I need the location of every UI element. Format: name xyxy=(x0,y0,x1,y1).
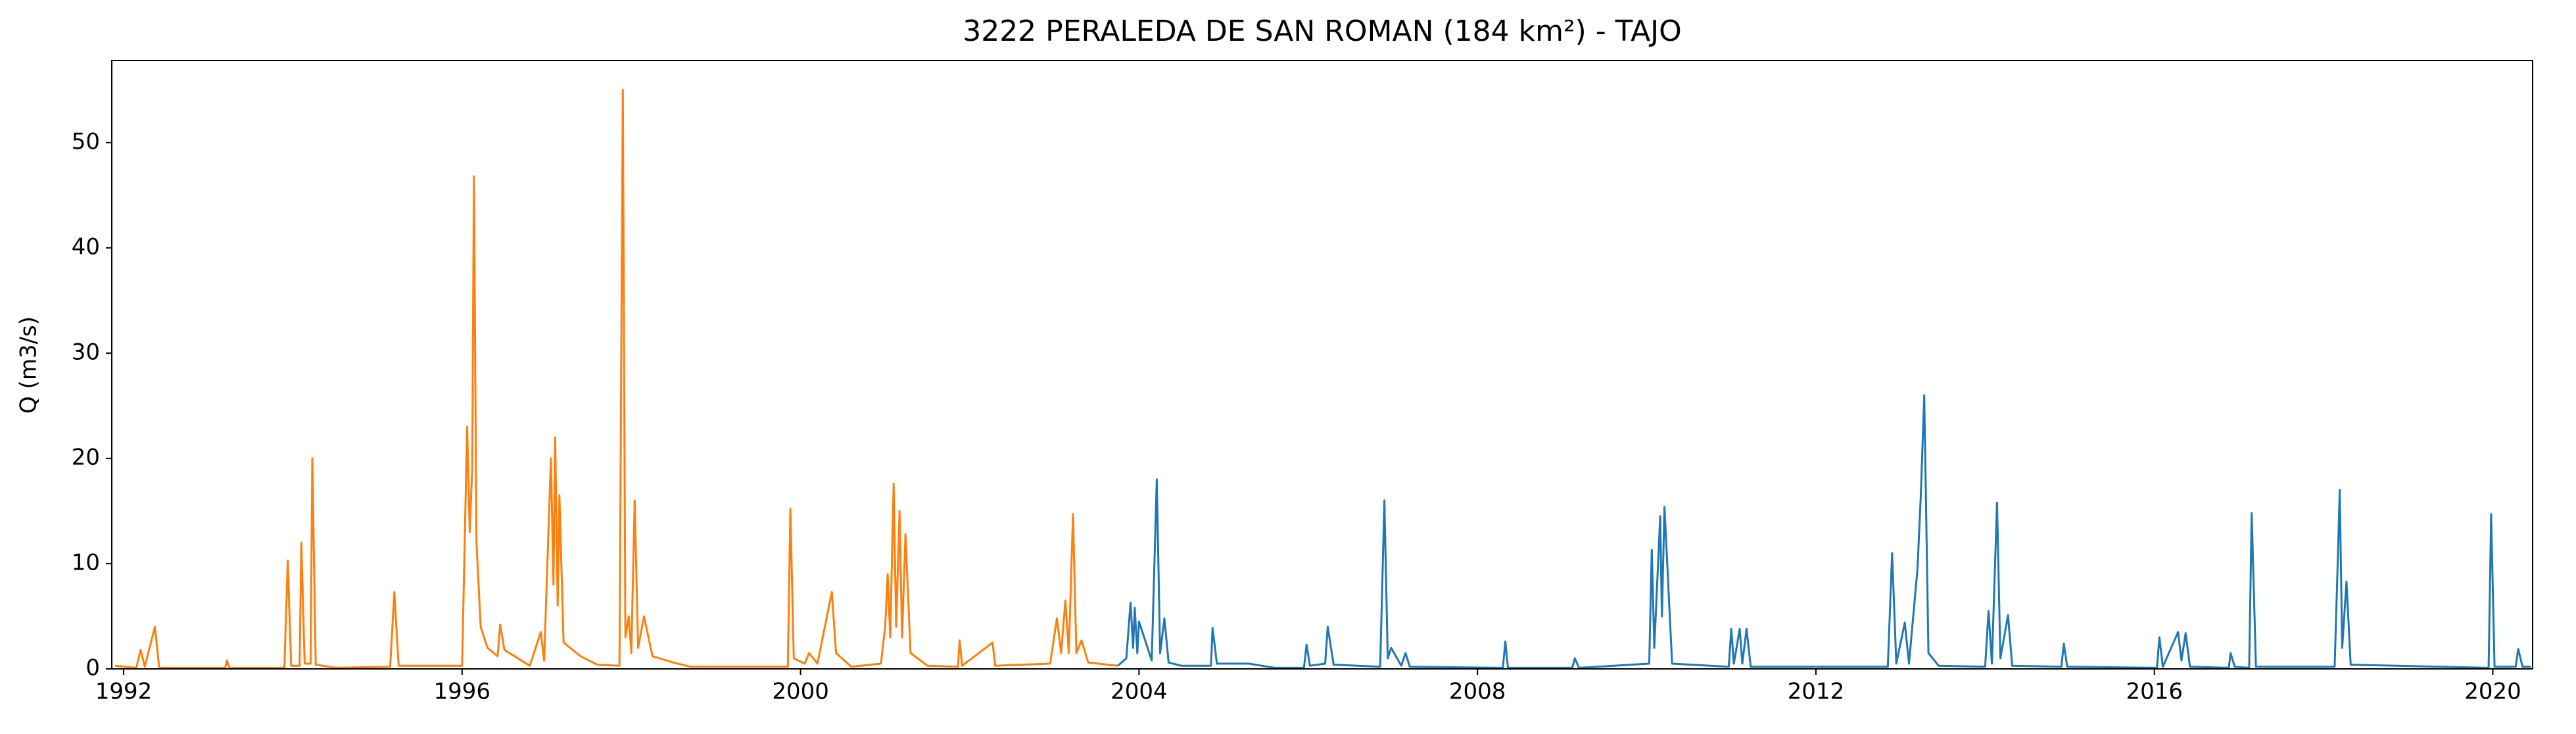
x-tick-label: 2020 xyxy=(2464,679,2521,705)
x-tick-label: 2000 xyxy=(772,679,829,705)
y-tick-label: 20 xyxy=(72,444,100,470)
plot-frame xyxy=(111,60,2533,670)
y-tick-label: 40 xyxy=(72,233,100,260)
y-tick-label: 30 xyxy=(72,339,100,365)
chart-title: 3222 PERALEDA DE SAN ROMAN (184 km²) - T… xyxy=(963,14,1682,48)
x-tick-label: 2012 xyxy=(1788,679,1845,705)
x-tick-label: 2008 xyxy=(1449,679,1506,705)
data-line xyxy=(114,89,1118,669)
x-tick-label: 1996 xyxy=(434,679,491,705)
data-line xyxy=(1117,394,2531,669)
x-tick-label: 2016 xyxy=(2126,679,2183,705)
y-axis-label: Q (m3/s) xyxy=(16,316,42,414)
y-tick-label: 50 xyxy=(72,128,100,155)
x-tick-label: 2004 xyxy=(1110,679,1168,705)
y-tick-label: 0 xyxy=(85,655,100,681)
x-tick-label: 1992 xyxy=(95,679,153,705)
y-tick-label: 10 xyxy=(72,549,100,575)
